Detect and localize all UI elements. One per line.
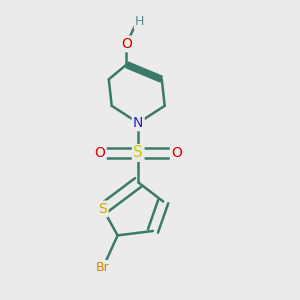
Text: S: S	[133, 146, 143, 160]
Text: S: S	[98, 202, 107, 216]
Text: O: O	[121, 37, 132, 51]
Text: O: O	[171, 146, 182, 160]
Text: O: O	[94, 146, 105, 160]
Text: H: H	[135, 15, 144, 28]
Text: Br: Br	[96, 261, 110, 274]
Text: N: N	[133, 116, 143, 130]
